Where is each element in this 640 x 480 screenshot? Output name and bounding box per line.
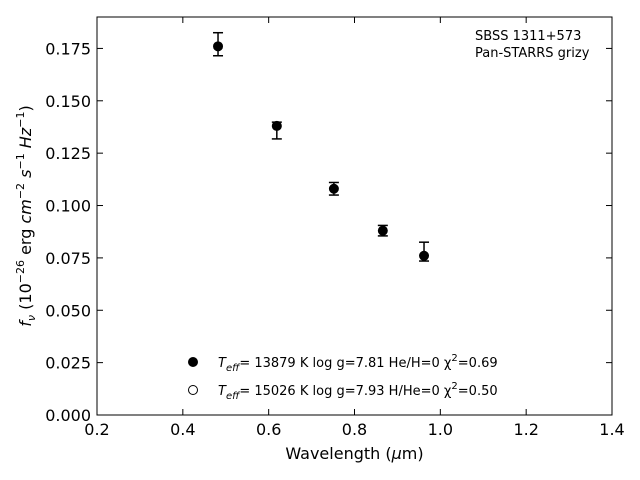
y-tick-label: 0.050 <box>45 301 91 320</box>
data-point <box>377 225 388 236</box>
y-tick-label: 0.125 <box>45 144 91 163</box>
annotation-survey: Pan-STARRS grizy <box>475 46 590 61</box>
y-axis: 0.000 0.025 0.050 0.075 0.100 0.125 0.150 0.175 <box>45 39 612 425</box>
legend-marker-open <box>188 385 198 395</box>
x-tick-label: 0.8 <box>342 420 367 439</box>
data-point <box>328 183 339 194</box>
x-tick-label: 0.6 <box>256 420 281 439</box>
y-tick-label: 0.175 <box>45 39 91 58</box>
y-tick-label: 0.000 <box>45 406 91 425</box>
y-tick-label: 0.075 <box>45 249 91 268</box>
legend-entry-label: Teff= 15026 K log g=7.93 H/He=0 χ2=0.50 <box>218 381 498 402</box>
y-axis-label: fν (10−26 erg cm−2 s−1 Hz−1) <box>14 105 38 326</box>
data-point <box>213 41 224 52</box>
y-tick-label: 0.100 <box>45 197 91 216</box>
x-axis-label: Wavelength (μm) <box>285 444 423 463</box>
x-tick-label: 1.0 <box>428 420 453 439</box>
x-tick-label: 0.2 <box>84 420 109 439</box>
x-tick-label: 1.2 <box>513 420 538 439</box>
x-axis: 0.2 0.4 0.6 0.8 1.0 1.2 1.4 <box>84 17 625 439</box>
y-tick-label: 0.150 <box>45 92 91 111</box>
data-point <box>419 250 430 261</box>
legend-marker-filled <box>188 357 198 367</box>
data-points <box>213 31 430 262</box>
y-tick-label: 0.025 <box>45 354 91 373</box>
annotation-object: SBSS 1311+573 <box>475 29 581 44</box>
legend: Teff= 13879 K log g=7.81 He/H=0 χ2=0.69 T… <box>188 353 498 402</box>
legend-entry-label: Teff= 13879 K log g=7.81 He/H=0 χ2=0.69 <box>218 353 498 374</box>
x-tick-label: 1.4 <box>599 420 624 439</box>
data-point <box>271 120 282 131</box>
x-tick-label: 0.4 <box>170 420 195 439</box>
